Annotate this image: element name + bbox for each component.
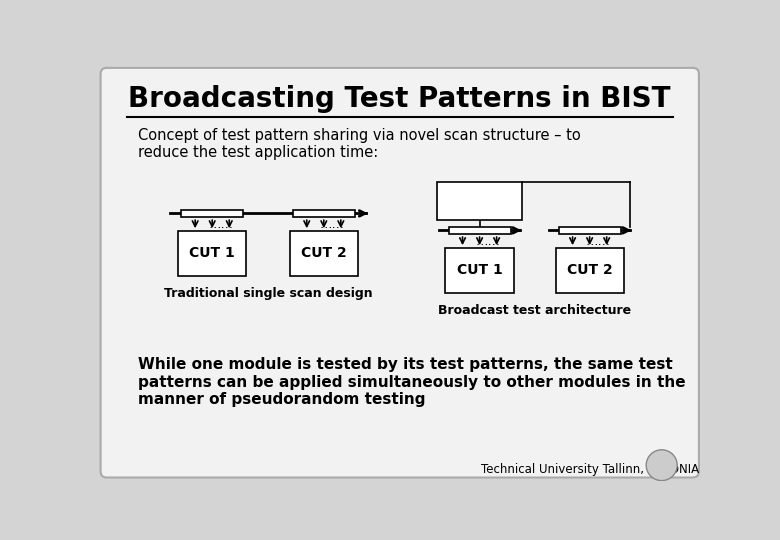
Text: CUT: CUT: [588, 270, 591, 271]
Circle shape: [646, 450, 677, 481]
Text: While one module is tested by its test patterns, the same test
patterns can be a: While one module is tested by its test p…: [138, 357, 686, 407]
Text: CUT: CUT: [211, 253, 214, 254]
Text: CUT 1: CUT 1: [190, 246, 235, 260]
Text: ……: ……: [208, 218, 233, 231]
Bar: [448, 226, 511, 234]
Bar: [445, 248, 514, 293]
Text: Broadcast test architecture: Broadcast test architecture: [438, 303, 631, 316]
Bar: [555, 248, 624, 293]
Bar: [178, 231, 246, 276]
Text: Traditional single scan design: Traditional single scan design: [164, 287, 372, 300]
Text: ……: ……: [586, 234, 611, 248]
Bar: [289, 231, 358, 276]
Text: Technical University Tallinn, ESTONIA: Technical University Tallinn, ESTONIA: [480, 463, 699, 476]
Text: CUT 1: CUT 1: [457, 264, 502, 278]
Bar: [181, 210, 243, 217]
FancyBboxPatch shape: [101, 68, 699, 477]
Text: CUT 2: CUT 2: [301, 246, 346, 260]
Bar: [558, 226, 621, 234]
Bar: [292, 210, 355, 217]
Text: ……: ……: [320, 218, 345, 231]
Text: CUT: CUT: [478, 270, 481, 271]
Text: ……: ……: [476, 234, 501, 248]
Text: Broadcasting Test Patterns in BIST: Broadcasting Test Patterns in BIST: [129, 85, 671, 113]
Bar: [437, 182, 522, 220]
Text: Concept of test pattern sharing via novel scan structure – to
reduce the test ap: Concept of test pattern sharing via nove…: [138, 128, 580, 160]
Text: CUT: CUT: [322, 253, 325, 254]
Text: CUT 2: CUT 2: [567, 264, 612, 278]
